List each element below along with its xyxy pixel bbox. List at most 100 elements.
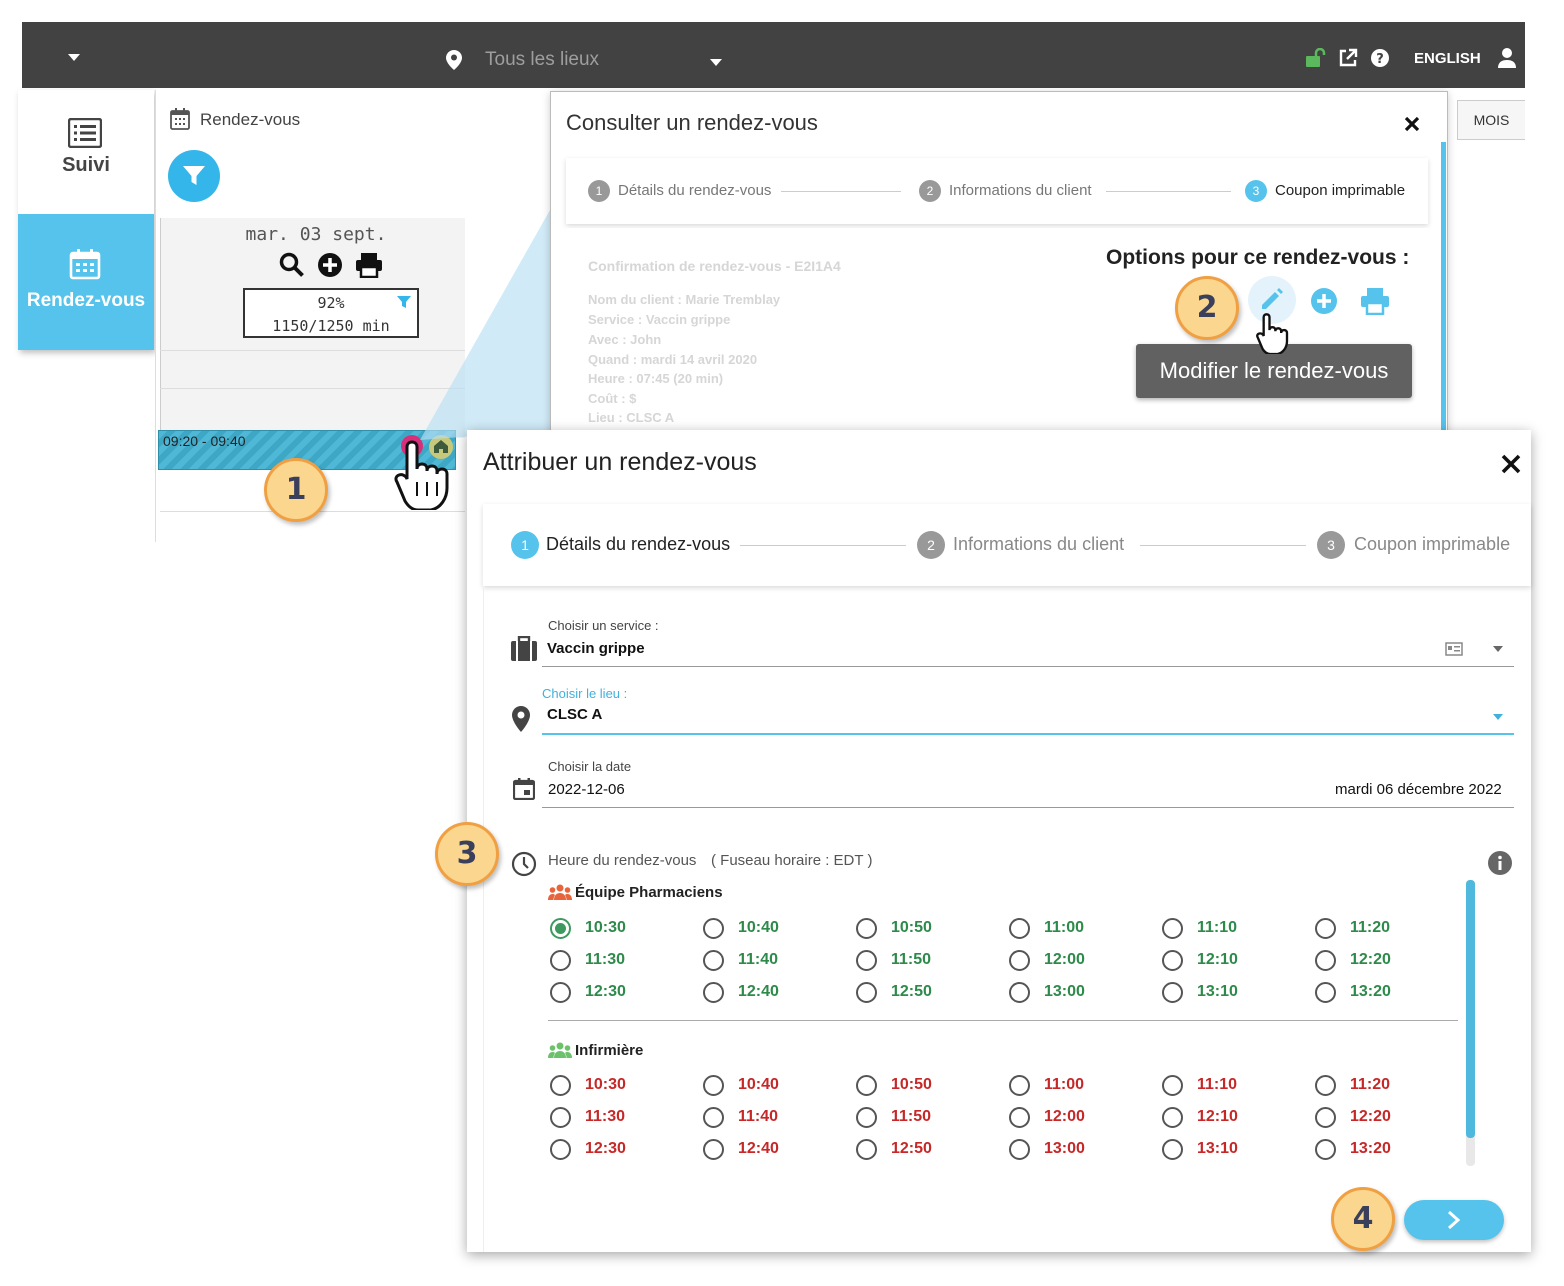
time-slot-radio[interactable] (550, 982, 571, 1003)
time-slot-label[interactable]: 12:50 (891, 1140, 932, 1157)
time-slot-radio[interactable] (856, 982, 877, 1003)
time-slot-radio[interactable] (703, 982, 724, 1003)
time-slot-radio[interactable] (1162, 1075, 1183, 1096)
time-slot-label[interactable]: 10:40 (738, 919, 779, 936)
step-label[interactable]: Coupon imprimable (1275, 182, 1406, 199)
time-slot-label[interactable]: 13:10 (1197, 983, 1238, 1000)
step-label[interactable]: Informations du client (953, 534, 1125, 554)
add-icon[interactable] (1310, 287, 1338, 315)
time-slot-radio[interactable] (1315, 982, 1336, 1003)
info-icon[interactable] (1487, 850, 1513, 876)
time-slot-radio[interactable] (703, 1107, 724, 1128)
step-label[interactable]: Coupon imprimable (1354, 534, 1511, 554)
nav-item-rendez-vous[interactable]: Rendez-vous (18, 214, 154, 350)
slots-scrollbar[interactable] (1466, 880, 1475, 1166)
details-card-icon[interactable] (1445, 642, 1463, 656)
time-slot-label[interactable]: 12:00 (1044, 1108, 1085, 1125)
time-slot-label[interactable]: 11:30 (585, 1108, 626, 1125)
external-link-icon[interactable] (1338, 48, 1358, 68)
time-slot-radio[interactable] (550, 918, 571, 939)
time-slot-radio[interactable] (550, 1075, 571, 1096)
date-input[interactable]: 2022-12-06 (548, 781, 625, 798)
time-slot-label[interactable]: 11:10 (1197, 1076, 1238, 1093)
time-slot-label[interactable]: 10:50 (891, 1076, 932, 1093)
location-selector[interactable]: Tous les lieux (485, 49, 600, 70)
time-slot-label[interactable]: 11:40 (738, 951, 779, 968)
time-slot-radio[interactable] (1009, 1139, 1030, 1160)
time-slot-radio[interactable] (856, 1107, 877, 1128)
month-view-button[interactable]: MOIS (1457, 100, 1525, 140)
time-slot-label[interactable]: 13:20 (1350, 983, 1391, 1000)
next-button[interactable] (1404, 1200, 1504, 1240)
user-icon[interactable] (1498, 48, 1516, 68)
step-label[interactable]: Détails du rendez-vous (546, 534, 731, 554)
time-slot-radio[interactable] (1162, 982, 1183, 1003)
time-slot-radio[interactable] (1162, 1107, 1183, 1128)
language-toggle[interactable]: ENGLISH (1414, 50, 1481, 67)
add-icon[interactable] (317, 252, 343, 278)
location-dropdown-icon[interactable] (710, 59, 722, 66)
time-slot-label[interactable]: 11:40 (738, 1108, 779, 1125)
time-slot-radio[interactable] (550, 1107, 571, 1128)
time-slot-radio[interactable] (1009, 918, 1030, 939)
time-slot-radio[interactable] (1162, 1139, 1183, 1160)
time-slot-label[interactable]: 11:00 (1044, 1076, 1085, 1093)
time-slot-label[interactable]: 13:20 (1350, 1140, 1391, 1157)
edit-button[interactable] (1248, 276, 1296, 324)
step-label[interactable]: Informations du client (949, 182, 1092, 199)
time-slot-radio[interactable] (1315, 1107, 1336, 1128)
time-slot-radio[interactable] (550, 950, 571, 971)
time-slot-radio[interactable] (1009, 950, 1030, 971)
print-icon[interactable] (1360, 287, 1390, 315)
time-slot-label[interactable]: 12:30 (585, 983, 626, 1000)
time-slot-radio[interactable] (1009, 982, 1030, 1003)
time-slot-radio[interactable] (856, 1075, 877, 1096)
step-label[interactable]: Détails du rendez-vous (618, 182, 772, 199)
time-slot-label[interactable]: 11:20 (1350, 919, 1391, 936)
print-icon[interactable] (355, 252, 383, 278)
time-slot-radio[interactable] (703, 1075, 724, 1096)
location-select[interactable]: CLSC A (547, 706, 603, 723)
time-slot-label[interactable]: 11:20 (1350, 1076, 1391, 1093)
service-select[interactable]: Vaccin grippe (547, 640, 645, 657)
nav-item-suivi[interactable]: Suivi (18, 90, 154, 214)
dialog-scrollbar[interactable] (1441, 142, 1446, 437)
time-slot-label[interactable]: 12:30 (585, 1140, 626, 1157)
slots-scrollbar-thumb[interactable] (1466, 880, 1475, 1138)
time-slot-label[interactable]: 12:10 (1197, 951, 1238, 968)
time-slot-radio[interactable] (1315, 918, 1336, 939)
time-slot-label[interactable]: 11:50 (891, 951, 932, 968)
time-slot-label[interactable]: 13:10 (1197, 1140, 1238, 1157)
time-slot-label[interactable]: 12:10 (1197, 1108, 1238, 1125)
time-slot-radio[interactable] (703, 918, 724, 939)
time-slot-radio[interactable] (550, 1139, 571, 1160)
time-slot-radio[interactable] (1162, 918, 1183, 939)
time-slot-label[interactable]: 11:00 (1044, 919, 1085, 936)
time-slot-label[interactable]: 10:40 (738, 1076, 779, 1093)
time-slot-label[interactable]: 12:20 (1350, 1108, 1391, 1125)
menu-caret-icon[interactable] (68, 54, 80, 61)
home-icon[interactable] (429, 435, 453, 459)
time-slot-radio[interactable] (1315, 1139, 1336, 1160)
close-icon[interactable] (1404, 116, 1420, 132)
time-slot-radio[interactable] (703, 950, 724, 971)
time-slot-label[interactable]: 10:30 (585, 919, 626, 936)
unlock-icon[interactable] (1306, 48, 1328, 68)
help-icon[interactable]: ? (1370, 48, 1390, 68)
time-slot-radio[interactable] (703, 1139, 724, 1160)
filter-button[interactable] (168, 150, 220, 202)
time-slot-radio[interactable] (1315, 950, 1336, 971)
time-slot-label[interactable]: 13:00 (1044, 1140, 1085, 1157)
close-icon[interactable] (1501, 454, 1521, 474)
time-slot-label[interactable]: 11:30 (585, 951, 626, 968)
time-slot-radio[interactable] (856, 1139, 877, 1160)
time-slot-label[interactable]: 12:40 (738, 1140, 779, 1157)
time-slot-label[interactable]: 12:40 (738, 983, 779, 1000)
search-icon[interactable] (279, 252, 305, 278)
service-dropdown-icon[interactable] (1493, 646, 1503, 652)
time-slot-label[interactable]: 12:50 (891, 983, 932, 1000)
time-slot-label[interactable]: 10:50 (891, 919, 932, 936)
location-dropdown-icon[interactable] (1493, 714, 1503, 720)
time-slot-radio[interactable] (1315, 1075, 1336, 1096)
time-slot-label[interactable]: 11:50 (891, 1108, 932, 1125)
